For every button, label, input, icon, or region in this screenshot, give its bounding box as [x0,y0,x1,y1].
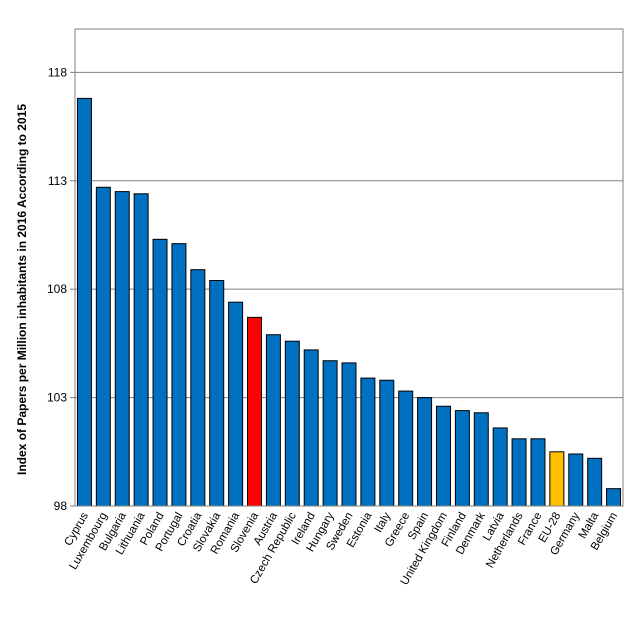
y-tick-label: 113 [48,174,67,188]
bar-sweden [341,362,357,507]
bar-united-kingdom [435,405,451,507]
bars [76,97,622,507]
y-tick-label: 118 [48,65,67,79]
bar-austria [265,334,281,507]
y-tick-label: 98 [54,499,68,513]
bar-lithuania [133,193,149,507]
bar-cyprus [76,97,92,507]
bar-eu-28 [549,451,565,507]
bar-belgium [606,488,622,507]
bar-estonia [360,377,376,507]
bar-slovenia [247,316,263,507]
bar-slovakia [209,280,225,507]
bar-poland [152,238,168,507]
bar-portugal [171,243,187,507]
bar-germany [568,453,584,507]
y-tick-label: 103 [47,391,67,405]
bar-czech-republic [284,340,300,507]
bar-ireland [303,349,319,507]
y-tick-label: 108 [47,282,67,296]
x-axis-labels: CyprusLuxembourgBulgariaLithuaniaPolandP… [62,510,620,587]
plot-area-border [74,28,624,507]
bar-italy [379,379,395,507]
bar-spain [417,397,433,507]
bar-finland [454,410,470,507]
bar-netherlands [511,438,527,507]
bar-greece [398,390,414,507]
y-axis-ticks: 98 103 108 113 118 [47,65,75,513]
bar-croatia [190,269,206,507]
bar-latvia [492,427,508,507]
bar-bulgaria [114,191,130,507]
bar-hungary [322,360,338,507]
bar-malta [587,457,603,507]
y-axis-label: Index of Papers per Million inhabitants … [15,104,29,475]
bar-romania [228,301,244,507]
bar-france [530,438,546,507]
bar-denmark [473,412,489,507]
bar-luxembourg [95,186,111,507]
